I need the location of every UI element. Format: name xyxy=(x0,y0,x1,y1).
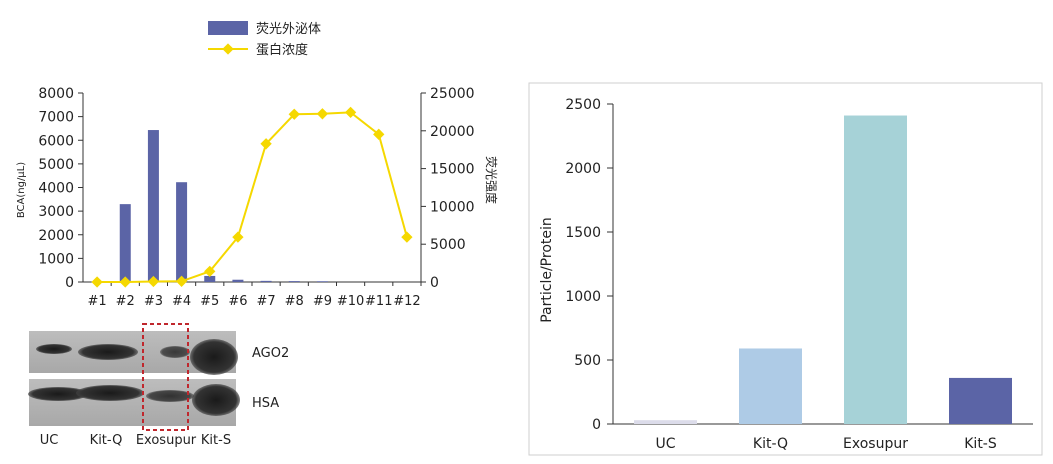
particle-protein-chart: 0 500 1000 1500 2000 2500 UC Kit-Q Exosupur Kit-… xyxy=(528,82,1043,456)
line-point-#12 xyxy=(401,231,413,243)
lane-label-exosupur: Exosupur xyxy=(136,433,197,448)
band-ago2-exosupur xyxy=(160,346,190,358)
band-label-hsa: HSA xyxy=(252,396,279,411)
right-y-label: 荧光强度 xyxy=(484,156,499,204)
line-point-#3 xyxy=(147,275,160,288)
bar-#2 xyxy=(119,204,131,282)
left-y-label: BCA(ng/μL) xyxy=(16,162,27,218)
line-point-#11 xyxy=(373,128,385,141)
x-tick-label: Kit-Q xyxy=(753,436,788,452)
bar-#5 xyxy=(204,275,216,282)
band-ago2-kitq xyxy=(78,344,138,360)
left-tick-label: 1000 xyxy=(38,251,74,267)
band-hsa-uc xyxy=(28,387,88,401)
bar-#7 xyxy=(260,280,272,282)
bar-#4 xyxy=(176,182,188,282)
x-tick-label: #8 xyxy=(285,294,304,309)
x-tick-label: #3 xyxy=(144,294,163,309)
x-tick-label: #6 xyxy=(228,294,247,309)
left-tick-label: 2000 xyxy=(38,228,74,244)
y-axis-label: Particle/Protein xyxy=(539,217,555,323)
left-tick-label: 4000 xyxy=(38,181,74,197)
legend-line-label: 蛋白浓度 xyxy=(256,42,308,58)
x-tick-label: #5 xyxy=(200,294,219,309)
right-tick-label: 5000 xyxy=(430,237,466,253)
x-tick-label: #1 xyxy=(87,294,106,309)
left-tick-label: 5000 xyxy=(38,157,74,173)
highlight-box xyxy=(142,323,189,431)
legend: 荧光外泌体 蛋白浓度 xyxy=(208,21,321,58)
band-hsa-kits xyxy=(192,384,240,416)
right-tick-label: 20000 xyxy=(430,124,475,140)
y-tick-label: 2000 xyxy=(565,161,601,177)
legend-line-marker xyxy=(222,43,234,55)
x-tick-label: #12 xyxy=(393,294,420,309)
y-tick-label: 0 xyxy=(592,417,601,433)
x-tick-label: #9 xyxy=(313,294,332,309)
left-tick-label: 0 xyxy=(65,275,74,291)
x-tick-label: UC xyxy=(655,436,675,452)
right-tick-label: 0 xyxy=(430,275,439,291)
x-tick-label: #7 xyxy=(256,294,275,309)
bar-Kit-Q xyxy=(739,348,802,424)
line-point-#1 xyxy=(91,276,103,288)
band-hsa-kitq xyxy=(76,385,144,401)
band-ago2-kits xyxy=(190,339,238,375)
band-label-ago2: AGO2 xyxy=(252,346,289,361)
line-point-#9 xyxy=(316,108,329,120)
left-tick-label: 7000 xyxy=(38,110,74,126)
left-tick-label: 8000 xyxy=(38,86,74,102)
legend-bar-swatch xyxy=(208,21,248,35)
x-tick-label: #4 xyxy=(172,294,191,309)
bar-#9 xyxy=(316,281,328,282)
line-point-#5 xyxy=(204,265,216,278)
protein-line xyxy=(97,111,408,283)
lane-label-uc: UC xyxy=(40,433,59,448)
fraction-chart: 荧光外泌体 蛋白浓度 0 1000 2000 3000 4000 5000 6000 7000… xyxy=(16,21,499,309)
y-tick-label: 1000 xyxy=(565,289,601,305)
lane-label-kits: Kit-S xyxy=(201,433,231,448)
bar-#8 xyxy=(288,281,300,282)
left-tick-label: 6000 xyxy=(38,133,74,149)
x-tick-label: Exosupur xyxy=(843,436,908,452)
chart-frame xyxy=(528,82,1043,456)
line-point-#7 xyxy=(260,138,272,150)
y-tick-label: 500 xyxy=(574,353,601,369)
bar-#3 xyxy=(147,130,159,282)
line-point-#6 xyxy=(232,231,244,243)
right-tick-label: 15000 xyxy=(430,162,475,178)
line-point-#4 xyxy=(175,275,188,287)
bar-Kit-S xyxy=(949,377,1012,424)
bar-Exosupur xyxy=(844,115,907,425)
x-tick-label: #10 xyxy=(337,294,364,309)
x-tick-label: Kit-S xyxy=(964,436,997,452)
band-ago2-uc xyxy=(36,344,72,354)
bar-#6 xyxy=(232,279,244,282)
right-tick-label: 25000 xyxy=(430,86,475,102)
legend-bar-label: 荧光外泌体 xyxy=(256,22,321,37)
y-tick-label: 1500 xyxy=(565,225,601,241)
x-tick-label: #2 xyxy=(116,294,135,309)
lane-label-kitq: Kit-Q xyxy=(90,433,123,448)
x-tick-label: #11 xyxy=(365,294,392,309)
left-tick-label: 3000 xyxy=(38,204,74,220)
y-tick-label: 2500 xyxy=(565,97,601,113)
bar-UC xyxy=(634,420,697,424)
band-hsa-exosupur xyxy=(146,390,194,402)
right-tick-label: 10000 xyxy=(430,199,475,215)
western-blot: AGO2 HSA UC Kit-Q Exosupur Kit-S xyxy=(28,323,289,448)
